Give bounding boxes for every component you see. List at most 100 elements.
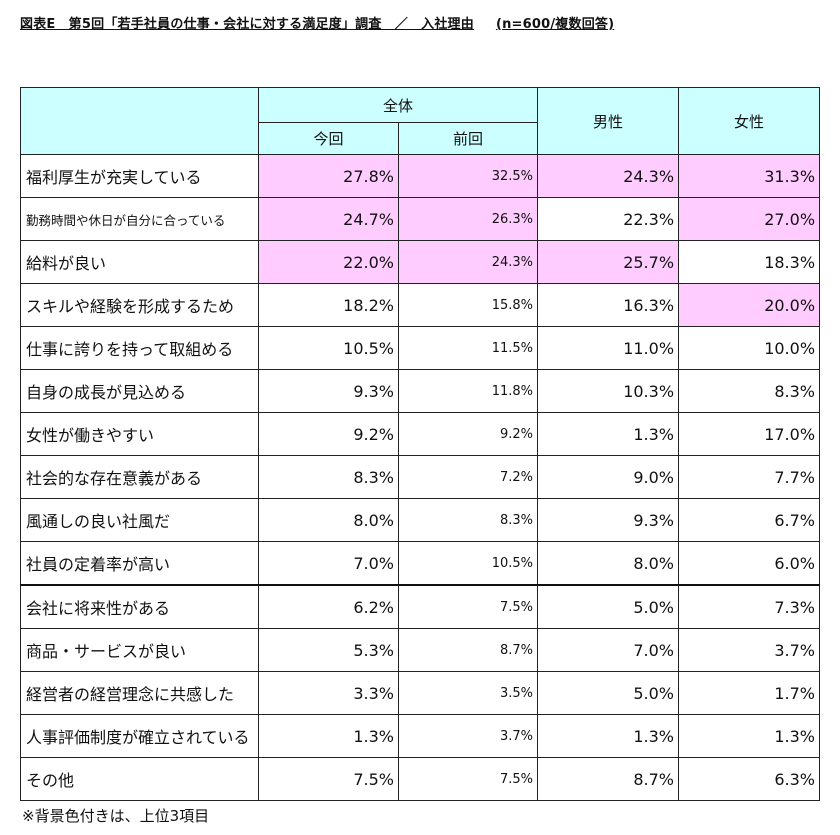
table-row: スキルや経験を形成するため 18.2% 15.8% 16.3% 20.0% xyxy=(20,283,821,327)
cell-female: 6.3% xyxy=(678,757,821,801)
cell-female: 1.7% xyxy=(678,671,821,715)
header-overall: 全体 xyxy=(257,87,539,123)
cell-previous: 10.5% xyxy=(397,541,539,586)
row-label: 会社に将来性がある xyxy=(20,584,259,629)
cell-female: 3.7% xyxy=(678,628,821,672)
cell-previous: 7.2% xyxy=(397,455,539,499)
row-label: 福利厚生が充実している xyxy=(20,154,259,198)
header-blank xyxy=(20,87,259,155)
table-row: 仕事に誇りを持って取組める 10.5% 11.5% 11.0% 10.0% xyxy=(20,326,821,370)
cell-previous: 8.3% xyxy=(397,498,539,542)
table-row: 社員の定着率が高い 7.0% 10.5% 8.0% 6.0% xyxy=(20,541,821,586)
cell-female: 18.3% xyxy=(678,240,821,284)
cell-previous: 7.5% xyxy=(397,584,539,629)
cell-female: 17.0% xyxy=(678,412,821,456)
cell-previous: 11.5% xyxy=(397,326,539,370)
cell-previous: 7.5% xyxy=(397,757,539,801)
row-label: 給料が良い xyxy=(20,240,259,284)
cell-current: 8.0% xyxy=(258,498,399,542)
cell-female: 6.7% xyxy=(678,498,821,542)
cell-male: 11.0% xyxy=(537,326,680,370)
cell-current: 6.2% xyxy=(258,584,399,629)
cell-male: 7.0% xyxy=(537,628,680,672)
cell-previous: 32.5% xyxy=(397,154,539,198)
cell-current: 24.7% xyxy=(258,197,399,241)
cell-female: 7.3% xyxy=(678,584,821,629)
cell-male: 9.3% xyxy=(537,498,680,542)
header-previous: 前回 xyxy=(397,122,539,155)
table-row: 社会的な存在意義がある 8.3% 7.2% 9.0% 7.7% xyxy=(20,455,821,499)
table-row: 会社に将来性がある 6.2% 7.5% 5.0% 7.3% xyxy=(20,584,821,629)
header-current: 今回 xyxy=(258,122,399,155)
cell-male: 10.3% xyxy=(537,369,680,413)
row-label: 仕事に誇りを持って取組める xyxy=(20,326,259,370)
cell-previous: 24.3% xyxy=(397,240,539,284)
row-label: 女性が働きやすい xyxy=(20,412,259,456)
cell-current: 7.5% xyxy=(258,757,399,801)
cell-previous: 11.8% xyxy=(397,369,539,413)
cell-current: 18.2% xyxy=(258,283,399,327)
cell-current: 9.3% xyxy=(258,369,399,413)
table-row: 人事評価制度が確立されている 1.3% 3.7% 1.3% 1.3% xyxy=(20,714,821,758)
header-male: 男性 xyxy=(537,87,680,155)
table-row: 女性が働きやすい 9.2% 9.2% 1.3% 17.0% xyxy=(20,412,821,456)
cell-current: 5.3% xyxy=(258,628,399,672)
table-row: 経営者の経営理念に共感した 3.3% 3.5% 5.0% 1.7% xyxy=(20,671,821,715)
cell-current: 22.0% xyxy=(258,240,399,284)
row-label: 自身の成長が見込める xyxy=(20,369,259,413)
table-row: 給料が良い 22.0% 24.3% 25.7% 18.3% xyxy=(20,240,821,284)
row-label: 社員の定着率が高い xyxy=(20,541,259,586)
cell-previous: 15.8% xyxy=(397,283,539,327)
cell-male: 24.3% xyxy=(537,154,680,198)
cell-female: 10.0% xyxy=(678,326,821,370)
table-row: 自身の成長が見込める 9.3% 11.8% 10.3% 8.3% xyxy=(20,369,821,413)
row-label: スキルや経験を形成するため xyxy=(20,283,259,327)
header-female: 女性 xyxy=(678,87,821,155)
row-label: 経営者の経営理念に共感した xyxy=(20,671,259,715)
table-row: 風通しの良い社風だ 8.0% 8.3% 9.3% 6.7% xyxy=(20,498,821,542)
cell-current: 10.5% xyxy=(258,326,399,370)
title-sample-size: (n=600/複数回答) xyxy=(495,17,615,32)
table-row: 勤務時間や休日が自分に合っている 24.7% 26.3% 22.3% 27.0% xyxy=(20,197,821,241)
cell-previous: 3.5% xyxy=(397,671,539,715)
row-label: 勤務時間や休日が自分に合っている xyxy=(20,197,259,241)
row-label: 人事評価制度が確立されている xyxy=(20,714,259,758)
cell-male: 16.3% xyxy=(537,283,680,327)
table-row: 商品・サービスが良い 5.3% 8.7% 7.0% 3.7% xyxy=(20,628,821,672)
table-row: その他 7.5% 7.5% 8.7% 6.3% xyxy=(20,757,821,801)
cell-male: 8.0% xyxy=(537,541,680,586)
title-text: 図表E 第5回「若手社員の仕事・会社に対する満足度」調査 ／ 入社理由 xyxy=(20,17,474,32)
cell-current: 1.3% xyxy=(258,714,399,758)
cell-female: 8.3% xyxy=(678,369,821,413)
cell-male: 22.3% xyxy=(537,197,680,241)
cell-female: 6.0% xyxy=(678,541,821,586)
satisfaction-table: 全体 男性 女性 今回 前回 福利厚生が充実している 27.8% 32.5% 24.3… xyxy=(20,87,821,801)
cell-male: 8.7% xyxy=(537,757,680,801)
cell-current: 8.3% xyxy=(258,455,399,499)
row-label: 商品・サービスが良い xyxy=(20,628,259,672)
row-label: その他 xyxy=(20,757,259,801)
table-body: 福利厚生が充実している 27.8% 32.5% 24.3% 31.3% 勤務時間や休日が自… xyxy=(20,154,821,801)
cell-female: 7.7% xyxy=(678,455,821,499)
cell-previous: 8.7% xyxy=(397,628,539,672)
cell-male: 5.0% xyxy=(537,584,680,629)
cell-previous: 9.2% xyxy=(397,412,539,456)
cell-current: 27.8% xyxy=(258,154,399,198)
cell-female: 1.3% xyxy=(678,714,821,758)
row-label: 風通しの良い社風だ xyxy=(20,498,259,542)
footnote: ※背景色付きは、上位3項目 xyxy=(22,807,210,825)
row-label: 社会的な存在意義がある xyxy=(20,455,259,499)
page-title: 図表E 第5回「若手社員の仕事・会社に対する満足度」調査 ／ 入社理由 (n=60… xyxy=(20,13,614,32)
cell-previous: 26.3% xyxy=(397,197,539,241)
cell-current: 7.0% xyxy=(258,541,399,586)
cell-current: 3.3% xyxy=(258,671,399,715)
cell-male: 1.3% xyxy=(537,412,680,456)
cell-male: 1.3% xyxy=(537,714,680,758)
cell-previous: 3.7% xyxy=(397,714,539,758)
cell-male: 9.0% xyxy=(537,455,680,499)
cell-female: 27.0% xyxy=(678,197,821,241)
cell-female: 31.3% xyxy=(678,154,821,198)
cell-male: 5.0% xyxy=(537,671,680,715)
cell-female: 20.0% xyxy=(678,283,821,327)
table-row: 福利厚生が充実している 27.8% 32.5% 24.3% 31.3% xyxy=(20,154,821,198)
